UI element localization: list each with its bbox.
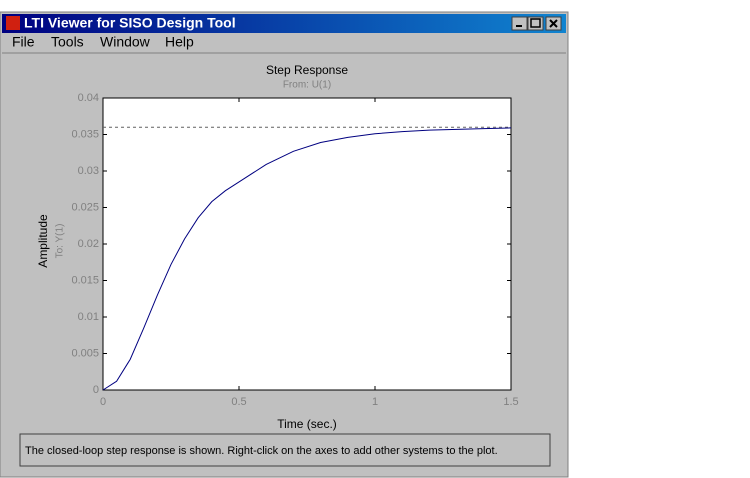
close-glyph bbox=[549, 19, 558, 28]
window-title: LTI Viewer for SISO Design Tool bbox=[24, 15, 236, 31]
minimize-button[interactable] bbox=[511, 16, 528, 31]
chart: 0 0.005 0.01 0.015 0.02 0.025 0.03 0.035 0.04 0 0.… bbox=[71, 92, 518, 408]
status-text: The closed-loop step response is shown. … bbox=[25, 445, 498, 457]
chart-title: Step Response bbox=[266, 63, 348, 77]
menu-item[interactable]: Window bbox=[100, 34, 151, 50]
maximize-glyph bbox=[530, 18, 541, 28]
x-tick-label: 0 bbox=[100, 396, 106, 408]
window-buttons[interactable] bbox=[511, 16, 562, 31]
y-tick-label: 0.02 bbox=[78, 238, 99, 250]
y-axis-label: Amplitude bbox=[36, 214, 50, 268]
plot-area[interactable] bbox=[102, 97, 512, 391]
y-tick-label: 0.005 bbox=[71, 347, 99, 359]
app-icon bbox=[6, 16, 20, 30]
status-panel bbox=[19, 433, 551, 467]
y-tick-label: 0.015 bbox=[71, 274, 99, 286]
title-bar bbox=[2, 14, 566, 33]
y-tick-label: 0.04 bbox=[78, 92, 99, 104]
menu-item[interactable]: Tools bbox=[51, 34, 84, 50]
chart-subtitle: From: U(1) bbox=[283, 80, 331, 91]
menu-bar: File Tools Window Help bbox=[12, 34, 194, 50]
y-tick-label: 0.01 bbox=[78, 311, 99, 323]
y-tick-label: 0 bbox=[93, 384, 99, 396]
x-tick-label: 1 bbox=[372, 396, 378, 408]
x-axis-label: Time (sec.) bbox=[277, 417, 337, 431]
y-tick-label: 0.035 bbox=[71, 128, 99, 140]
y-axis-sublabel: To: Y(1) bbox=[55, 224, 66, 259]
y-tick-label: 0.03 bbox=[78, 165, 99, 177]
y-tick-label: 0.025 bbox=[71, 201, 99, 213]
x-tick-label: 1.5 bbox=[503, 396, 518, 408]
menu-item[interactable]: File bbox=[12, 34, 35, 50]
x-tick-label: 0.5 bbox=[231, 396, 246, 408]
step-response-line bbox=[102, 127, 512, 391]
menu-item[interactable]: Help bbox=[165, 34, 194, 50]
